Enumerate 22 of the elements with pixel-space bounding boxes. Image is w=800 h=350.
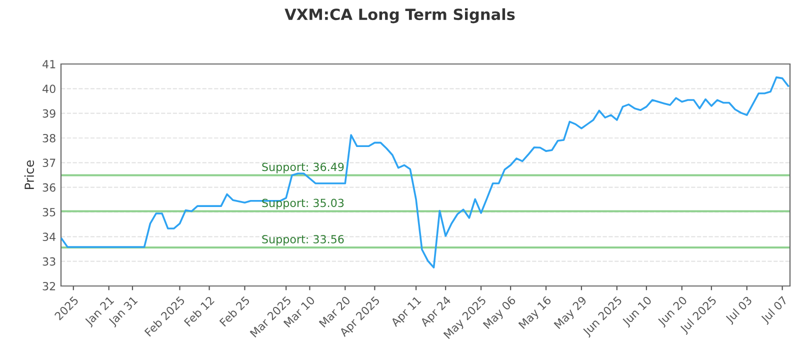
y-tick-label: 41 [42,60,56,68]
x-tick-label: Feb 12 [184,296,215,327]
ref-line-label: Support: 35.03 [262,198,344,210]
y-tick-label: 37 [42,158,56,168]
y-axis-title: Price [24,160,34,190]
line-series [61,76,790,268]
y-tick-label: 39 [42,109,56,118]
x-tick-label: Apr 11 [390,296,423,329]
y-tick-label: 36 [42,183,56,192]
ref-line-label: Support: 33.56 [262,234,344,246]
y-tick-label: 34 [42,232,56,242]
x-tick-label: Feb 25 [219,296,250,327]
y-tick-label: 33 [42,257,56,266]
y-tick-label: 35 [42,208,56,216]
y-tick-label: 40 [42,84,56,94]
ref-line-label: Support: 36.49 [262,162,344,174]
x-tick-label: Jul 03 [724,296,754,325]
x-tick-label: Jul 07 [760,296,790,325]
y-tick-label: 32 [42,282,56,290]
y-tick-label: 38 [42,134,56,142]
chart-title: VXM:CA Long Term Signals [284,8,515,24]
x-tick-label: Jun 10 [621,296,654,328]
